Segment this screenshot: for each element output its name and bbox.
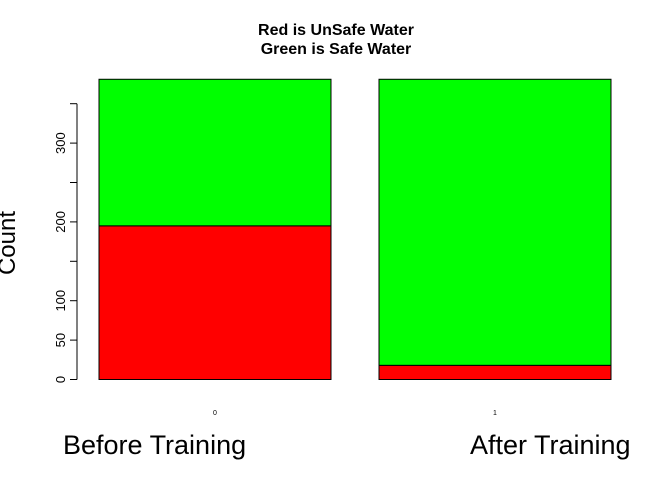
bar-label-0: 0 — [213, 410, 217, 417]
bar-segment-0-0 — [98, 225, 332, 380]
chart-title-line-2: Green is Safe Water — [260, 41, 412, 58]
y-tick-label-1: 50 — [53, 333, 68, 347]
bar-label-1: 1 — [493, 410, 497, 417]
bar-segment-0-1 — [98, 78, 332, 227]
y-tick-label-3: 200 — [53, 211, 68, 233]
y-tick-label-2: 100 — [53, 290, 68, 312]
bar-segment-1-1 — [378, 78, 612, 366]
bar-segment-1-0 — [378, 364, 612, 381]
y-tick-label-0: 0 — [53, 376, 68, 383]
x-category-label-after: After Training — [470, 430, 631, 460]
chart-title-line-1: Red is UnSafe Water — [258, 22, 414, 39]
x-category-label-before: Before Training — [63, 430, 247, 460]
y-tick-label-4: 300 — [53, 132, 68, 154]
